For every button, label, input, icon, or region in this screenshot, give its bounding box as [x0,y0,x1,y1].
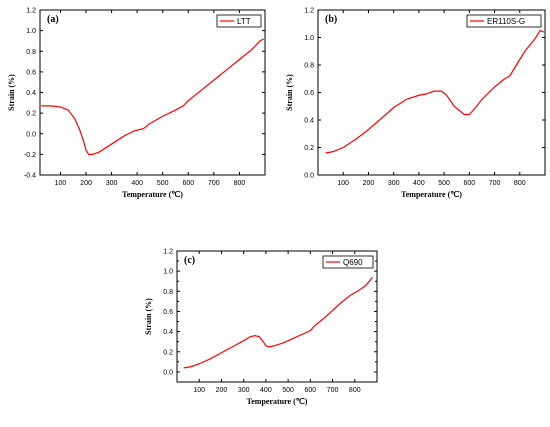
x-tick-label: 700 [327,387,339,394]
series-line-Q690 [183,276,374,369]
legend-entry: Q690 [343,258,363,267]
x-tick-label: 300 [388,180,400,187]
y-tick-label: 0.2 [304,145,314,152]
series-line-LTT [41,38,265,155]
plot-frame [39,9,266,176]
y-tick-label: 1.2 [26,8,36,15]
x-tick-label: 500 [438,180,450,187]
x-tick-label: 600 [304,387,316,394]
y-tick-label: 0.0 [304,173,314,180]
chart-panel-2: 100 200 300 400 500 600 700 800 0.0 0.2 0.4 0.6 0.8 1… [144,249,378,406]
y-tick-label: 1.0 [26,28,36,35]
y-tick-label: 0.4 [304,118,314,125]
legend-box [322,255,374,269]
x-tick-label: 200 [363,180,375,187]
x-tick-label: 100 [337,180,349,187]
y-tick-label: 0.6 [26,69,36,76]
y-tick-label: 0.0 [163,369,173,376]
y-tick-label: 0.6 [304,90,314,97]
x-tick-label: 400 [413,180,425,187]
legend-box [466,14,542,28]
y-tick-label: 0.2 [163,349,173,356]
y-tick-label: 0.2 [26,111,36,118]
legend-entry: LTT [237,17,251,26]
x-tick-label: 700 [208,180,220,187]
panel-label: (a) [47,14,59,25]
y-tick-label: -0.2 [24,152,36,159]
chart-panel-1: 100 200 300 400 500 600 700 800 0.0 0.2 0.4 0.6 0.8 1… [285,8,546,199]
y-axis-label: Strain (%) [144,298,153,335]
x-tick-label: 800 [514,180,526,187]
y-tick-label: 1.0 [304,35,314,42]
y-tick-label: 0.8 [163,289,173,296]
y-tick-label: 1.2 [163,249,173,256]
y-tick-label: 0.8 [26,49,36,56]
x-tick-label: 600 [182,180,194,187]
y-tick-label: 0.0 [26,131,36,138]
legend-box [216,14,262,28]
x-tick-label: 700 [489,180,501,187]
x-tick-label: 400 [260,387,272,394]
series-line-ER110S-G [325,29,544,154]
y-tick-label: 1.0 [163,269,173,276]
y-tick-label: 0.6 [163,309,173,316]
y-axis-label: Strain (%) [285,74,294,111]
y-tick-label: 1.2 [304,8,314,15]
panel-label: (b) [325,14,337,25]
x-tick-label: 100 [55,180,67,187]
y-tick-label: 0.4 [163,329,173,336]
x-tick-label: 500 [157,180,169,187]
x-tick-label: 200 [216,387,228,394]
legend-entry: ER110S-G [487,17,525,26]
x-axis-label: Temperature (℃) [122,190,183,199]
x-tick-label: 400 [131,180,143,187]
x-axis-label: Temperature (℃) [247,397,308,406]
x-tick-label: 300 [238,387,250,394]
y-tick-label: 0.4 [26,90,36,97]
x-tick-label: 800 [234,180,246,187]
x-tick-label: 800 [349,387,361,394]
y-tick-label: -0.4 [24,173,36,180]
x-axis-label: Temperature (℃) [401,190,462,199]
x-tick-label: 600 [463,180,475,187]
y-tick-label: 0.8 [304,63,314,70]
plot-frame [176,250,378,383]
x-tick-label: 300 [106,180,118,187]
panel-label: (c) [184,255,195,266]
x-tick-label: 500 [282,387,294,394]
x-tick-label: 100 [193,387,205,394]
chart-panel-0: 100 200 300 400 500 600 700 800 -0.4 -0.2 0.0 0.2 0.… [7,8,266,199]
x-tick-label: 200 [80,180,92,187]
y-axis-label: Strain (%) [7,74,16,111]
